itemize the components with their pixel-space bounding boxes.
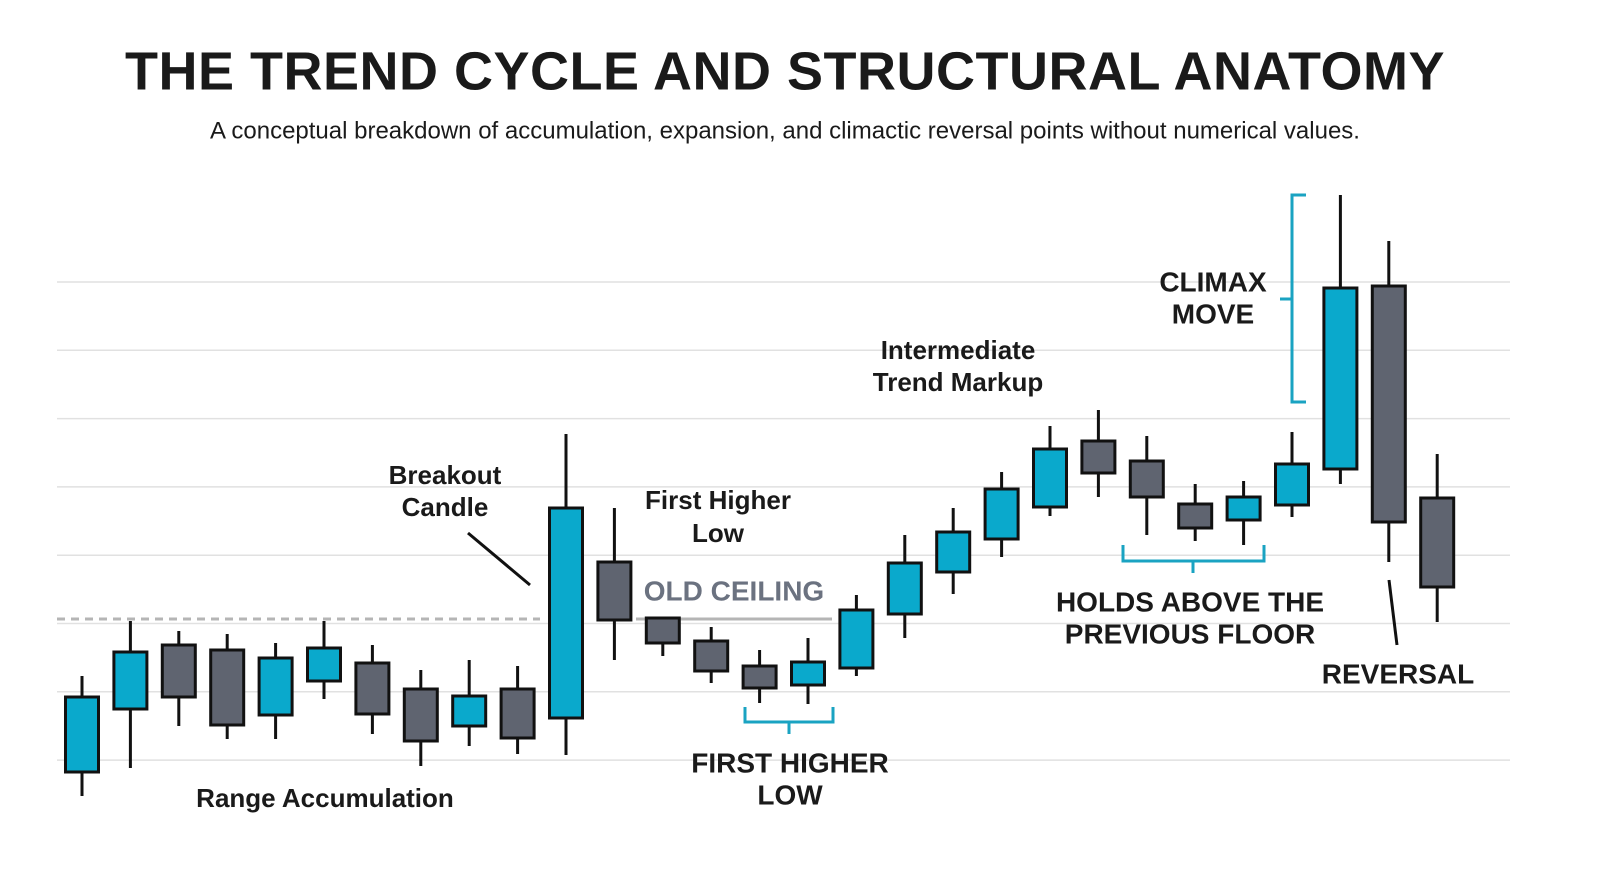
candle-body — [257, 656, 294, 717]
candle-body — [451, 694, 488, 728]
candle-body — [1032, 447, 1068, 509]
annotation: REVERSAL — [1322, 658, 1474, 689]
candle-body — [402, 687, 439, 743]
pointer — [1387, 579, 1399, 646]
annotation: HOLDS ABOVE THE — [1056, 586, 1324, 617]
candle-body — [1274, 462, 1310, 507]
reference-label: OLD CEILING — [644, 575, 824, 606]
candle-body — [886, 561, 923, 616]
annotation: PREVIOUS FLOOR — [1065, 618, 1315, 649]
annotation: First Higher — [645, 485, 791, 515]
candle-body — [790, 660, 826, 687]
candle-body — [209, 648, 246, 727]
candle-body — [644, 616, 681, 645]
annotation: Breakout — [389, 460, 502, 490]
candle-body — [354, 661, 391, 716]
pointer — [467, 531, 531, 587]
candle-body — [1225, 495, 1262, 522]
candle-body — [160, 643, 197, 699]
annotation: Trend Markup — [873, 367, 1043, 397]
chart-title: THE TREND CYCLE AND STRUCTURAL ANATOMY — [125, 41, 1445, 101]
annotation: FIRST HIGHER — [691, 747, 889, 778]
candle-body — [1080, 439, 1117, 475]
candle-body — [112, 650, 149, 711]
candle-body — [499, 687, 536, 740]
grid — [57, 281, 1510, 761]
annotation: MOVE — [1172, 298, 1254, 329]
candle-body — [1419, 496, 1456, 589]
bracket — [1121, 545, 1266, 573]
candle-body — [1177, 502, 1214, 530]
annotation: LOW — [757, 779, 823, 810]
annotation: Range Accumulation — [196, 783, 454, 813]
candle-body — [306, 646, 342, 683]
candle-body — [1370, 284, 1407, 524]
candle-body — [1322, 286, 1359, 471]
candle-body — [935, 530, 972, 574]
candle-body — [983, 487, 1020, 541]
annotation: CLIMAX — [1159, 266, 1267, 297]
annotation: Intermediate — [881, 335, 1036, 365]
bracket — [1280, 193, 1306, 404]
bracket — [743, 707, 835, 734]
candle-body — [741, 664, 778, 690]
annotation: Candle — [402, 492, 489, 522]
candle-body — [64, 695, 100, 774]
candle-body — [596, 560, 633, 622]
candle-body — [1128, 459, 1165, 499]
annotation: Low — [692, 518, 745, 548]
candle-body — [693, 639, 730, 673]
candle-body — [548, 506, 584, 720]
candle-body — [838, 608, 875, 670]
chart-subtitle: A conceptual breakdown of accumulation, … — [210, 117, 1360, 144]
plot — [64, 195, 1456, 796]
